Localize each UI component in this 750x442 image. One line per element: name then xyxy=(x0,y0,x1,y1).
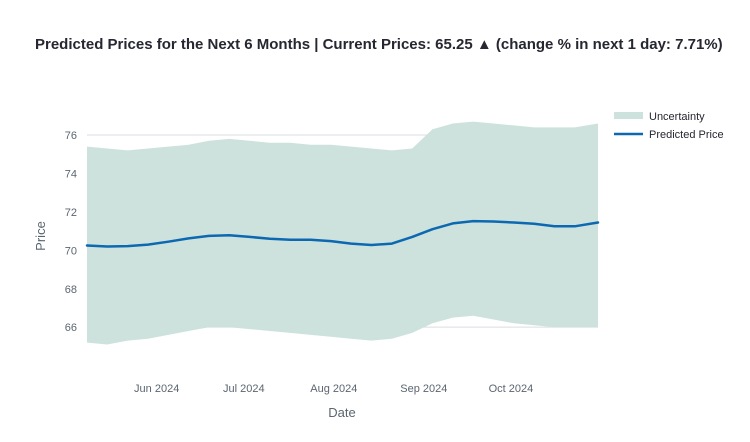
x-axis-ticks: Jun 2024 Jul 2024 Aug 2024 Sep 2024 Oct 2024 xyxy=(134,383,533,395)
x-tick-label: Oct 2024 xyxy=(489,383,534,395)
x-tick-label: Aug 2024 xyxy=(310,383,357,395)
chart-title-prefix: Predicted Prices for the Next 6 Months |… xyxy=(35,36,473,53)
y-axis-ticks: 66 68 70 72 74 76 xyxy=(65,130,77,334)
legend-item-uncertainty[interactable]: Uncertainty xyxy=(614,111,705,123)
legend-item-predicted-price[interactable]: Predicted Price xyxy=(614,129,724,141)
y-tick-label: 66 xyxy=(65,322,77,334)
y-tick-label: 68 xyxy=(65,284,77,296)
line-layer xyxy=(85,219,600,248)
legend-swatch-uncertainty xyxy=(614,112,643,119)
y-tick-label: 76 xyxy=(65,130,77,142)
x-tick-label: Sep 2024 xyxy=(400,383,447,395)
legend-label-uncertainty: Uncertainty xyxy=(649,111,705,123)
up-arrow-icon: ▲ xyxy=(476,36,492,53)
chart-title-suffix: (change % in next 1 day: 7.71%) xyxy=(495,36,723,53)
y-tick-label: 74 xyxy=(65,168,77,180)
y-tick-label: 72 xyxy=(65,207,77,219)
predicted-price-line[interactable] xyxy=(85,219,600,248)
y-tick-label: 70 xyxy=(65,245,77,257)
x-tick-label: Jul 2024 xyxy=(223,383,265,395)
x-tick-label: Jun 2024 xyxy=(134,383,179,395)
legend: Uncertainty Predicted Price xyxy=(614,111,724,141)
chart-title: Predicted Prices for the Next 6 Months |… xyxy=(35,36,735,53)
y-axis-title: Price xyxy=(33,221,48,251)
band-layer xyxy=(87,121,598,345)
x-axis-title: Date xyxy=(328,405,355,420)
uncertainty-band[interactable] xyxy=(87,121,598,345)
legend-label-predicted-price: Predicted Price xyxy=(649,129,724,141)
